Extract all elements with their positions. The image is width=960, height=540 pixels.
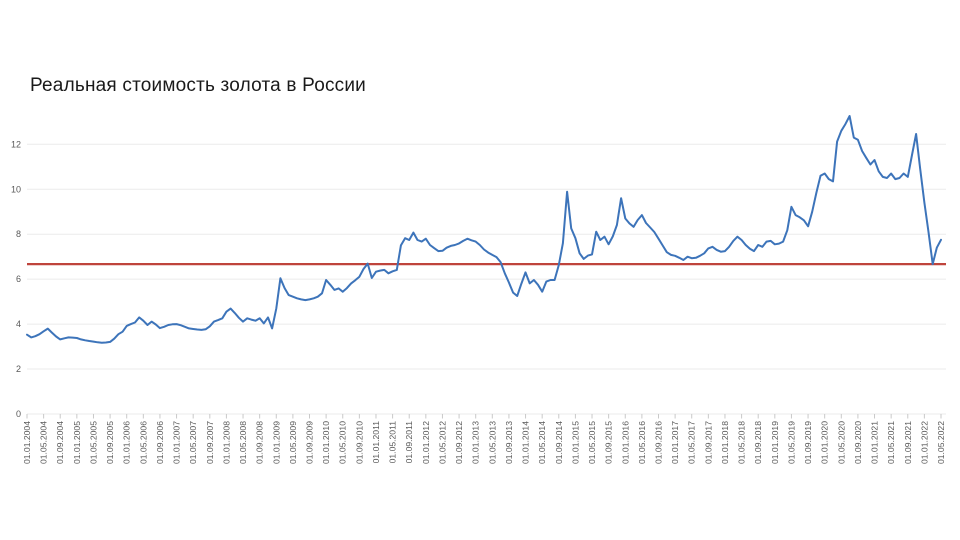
x-axis-tick-label: 01.01.2008 (221, 421, 231, 464)
x-axis-tick-label: 01.05.2022 (936, 421, 946, 464)
x-axis-tick-label: 01.09.2011 (404, 421, 414, 464)
x-axis-tick-label: 01.05.2021 (886, 421, 896, 464)
y-axis-tick-label: 6 (16, 274, 21, 284)
x-axis-tick-label: 01.09.2010 (354, 421, 364, 464)
x-axis-tick-label: 01.01.2016 (620, 421, 630, 464)
x-axis-tick-label: 01.01.2012 (421, 421, 431, 464)
x-axis-tick-label: 01.09.2004 (55, 421, 65, 464)
x-axis-tick-label: 01.05.2008 (238, 421, 248, 464)
x-axis-tick-label: 01.05.2006 (138, 421, 148, 464)
x-axis-tick-label: 01.05.2017 (687, 421, 697, 464)
x-axis-tick-label: 01.09.2015 (604, 421, 614, 464)
x-axis-tick-label: 01.05.2016 (637, 421, 647, 464)
x-axis-tick-label: 01.09.2013 (504, 421, 514, 464)
x-axis-tick-label: 01.09.2007 (205, 421, 215, 464)
x-axis-tick-label: 01.09.2012 (454, 421, 464, 464)
x-axis-tick-label: 01.01.2020 (820, 421, 830, 464)
x-axis-tick-label: 01.09.2008 (255, 421, 265, 464)
y-axis-tick-label: 12 (11, 139, 21, 149)
x-axis-tick-label: 01.05.2013 (487, 421, 497, 464)
x-axis-tick-label: 01.05.2020 (836, 421, 846, 464)
x-axis-tick-label: 01.05.2010 (338, 421, 348, 464)
x-axis-tick-label: 01.01.2021 (870, 421, 880, 464)
y-axis-tick-label: 2 (16, 364, 21, 374)
x-axis-tick-label: 01.09.2020 (853, 421, 863, 464)
x-axis-tick-label: 01.09.2019 (803, 421, 813, 464)
x-axis-tick-label: 01.09.2005 (105, 421, 115, 464)
y-axis-tick-label: 0 (16, 409, 21, 419)
x-axis-tick-label: 01.01.2013 (471, 421, 481, 464)
x-axis-tick-label: 01.01.2009 (271, 421, 281, 464)
x-axis-tick-label: 01.09.2017 (703, 421, 713, 464)
x-axis-tick-label: 01.05.2007 (188, 421, 198, 464)
x-axis-tick-label: 01.05.2015 (587, 421, 597, 464)
x-axis-tick-label: 01.01.2019 (770, 421, 780, 464)
y-axis-tick-label: 4 (16, 319, 21, 329)
x-axis-tick-label: 01.05.2014 (537, 421, 547, 464)
x-axis-tick-label: 01.01.2017 (670, 421, 680, 464)
x-axis-tick-label: 01.09.2006 (155, 421, 165, 464)
price-line-series (26, 115, 942, 344)
x-axis-tick-label: 01.01.2011 (371, 421, 381, 464)
x-axis-tick-label: 01.01.2007 (172, 421, 182, 464)
x-axis-tick-label: 01.01.2022 (919, 421, 929, 464)
chart-title: Реальная стоимость золота в России (30, 75, 366, 96)
x-axis-tick-label: 01.05.2005 (88, 421, 98, 464)
y-axis-tick-label: 8 (16, 229, 21, 239)
x-axis-tick-label: 01.01.2004 (22, 421, 32, 464)
x-axis-tick-label: 01.01.2005 (72, 421, 82, 464)
x-axis-tick-label: 01.05.2019 (786, 421, 796, 464)
x-axis-tick-label: 01.09.2021 (903, 421, 913, 464)
x-axis-tick-label: 01.05.2012 (437, 421, 447, 464)
x-axis-tick-label: 01.09.2014 (554, 421, 564, 464)
x-axis-tick-label: 01.01.2006 (122, 421, 132, 464)
x-axis-tick-label: 01.05.2009 (288, 421, 298, 464)
x-axis-tick-label: 01.01.2010 (321, 421, 331, 464)
x-axis-tick-label: 01.01.2018 (720, 421, 730, 464)
x-axis-tick-label: 01.05.2004 (39, 421, 49, 464)
x-axis-tick-label: 01.09.2018 (753, 421, 763, 464)
y-axis-tick-label: 10 (11, 184, 21, 194)
x-axis-tick-label: 01.05.2011 (388, 421, 398, 464)
x-axis-tick-label: 01.05.2018 (737, 421, 747, 464)
x-axis-tick-label: 01.01.2014 (521, 421, 531, 464)
x-axis-tick-label: 01.01.2015 (570, 421, 580, 464)
x-axis-tick-label: 01.09.2016 (653, 421, 663, 464)
x-axis-tick-label: 01.09.2009 (305, 421, 315, 464)
